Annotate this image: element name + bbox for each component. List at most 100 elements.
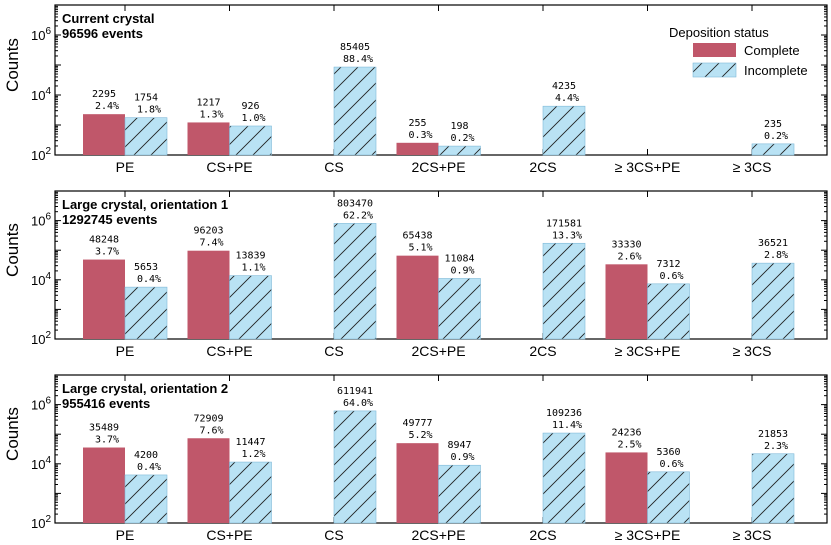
complete-bar — [396, 142, 439, 155]
category-label: 2CS — [529, 527, 556, 543]
incomplete-bar — [647, 471, 690, 524]
bar-count-label: 11084 — [444, 253, 474, 264]
complete-bar — [605, 452, 648, 523]
complete-bar — [83, 114, 125, 155]
bar-count-label: 1754 — [134, 93, 158, 104]
category-label: 2CS+PE — [411, 343, 465, 359]
bar-percent-label: 0.4% — [137, 274, 161, 285]
complete-bar — [396, 255, 439, 339]
category-label: ≥ 3CS+PE — [615, 527, 681, 543]
complete-bar — [605, 264, 648, 339]
bar-count-label: 5653 — [134, 262, 158, 273]
category-label: 2CS — [529, 343, 556, 359]
bar-percent-label: 0.2% — [450, 133, 474, 144]
complete-bar — [187, 438, 230, 523]
panel-2: 102 104 106 Counts Large crystal, orientatio… — [3, 190, 828, 359]
incomplete-bar — [647, 283, 690, 340]
incomplete-bar — [333, 410, 377, 524]
bar-percent-label: 7.4% — [199, 238, 223, 249]
y-tick-label: 104 — [31, 455, 51, 472]
y-axis-title: Counts — [3, 407, 22, 461]
incomplete-bar — [438, 464, 481, 524]
complete-bar — [187, 250, 230, 339]
panel-event-count: 1292745 events — [62, 212, 157, 227]
panel-event-count: 96596 events — [62, 26, 143, 41]
complete-bar — [187, 122, 230, 155]
incomplete-bar — [124, 474, 168, 524]
bar-count-label: 8947 — [447, 440, 471, 451]
bar-percent-label: 0.3% — [408, 130, 432, 141]
category-label: 2CS+PE — [411, 527, 465, 543]
y-tick-label: 106 — [31, 26, 51, 43]
category-label: 2CS+PE — [411, 159, 465, 175]
panel-title: Large crystal, orientation 2 — [62, 381, 228, 396]
incomplete-bar — [751, 262, 795, 340]
legend: Deposition status Complete Incomplete — [669, 25, 808, 78]
bar-count-label: 35489 — [89, 423, 119, 434]
complete-bar — [83, 259, 125, 339]
y-tick-label: 104 — [31, 86, 51, 103]
bar-percent-label: 1.8% — [137, 105, 161, 116]
bar-count-label: 1217 — [196, 97, 220, 108]
bar-count-label: 5360 — [656, 447, 680, 458]
bar-count-label: 72909 — [193, 413, 223, 424]
legend-title: Deposition status — [669, 25, 769, 40]
legend-swatch-incomplete — [692, 62, 737, 78]
bar-count-label: 48248 — [89, 235, 119, 246]
y-tick-label: 106 — [31, 396, 51, 413]
bar-percent-label: 7.6% — [199, 425, 223, 436]
panel-event-count: 955416 events — [62, 396, 150, 411]
bar-count-label: 96203 — [193, 226, 223, 237]
bar-count-label: 4200 — [134, 450, 158, 461]
incomplete-bar — [333, 66, 377, 156]
bar-count-label: 36521 — [758, 238, 788, 249]
bar-count-label: 198 — [450, 121, 468, 132]
bar-percent-label: 0.6% — [659, 459, 683, 470]
bar-count-label: 7312 — [656, 259, 680, 270]
bar-count-label: 235 — [764, 119, 782, 130]
bar-percent-label: 4.4% — [555, 93, 579, 104]
bar-percent-label: 2.3% — [764, 441, 788, 452]
bar-percent-label: 64.0% — [343, 398, 373, 409]
bar-percent-label: 62.2% — [343, 210, 373, 221]
bar-percent-label: 2.4% — [95, 101, 119, 112]
bar-count-label: 803470 — [337, 198, 373, 209]
category-label: ≥ 3CS — [733, 527, 772, 543]
y-tick-label: 106 — [31, 212, 51, 229]
bar-count-label: 21853 — [758, 429, 788, 440]
category-label: ≥ 3CS+PE — [615, 159, 681, 175]
bar-percent-label: 0.2% — [764, 131, 788, 142]
category-label: 2CS — [529, 159, 556, 175]
bar-count-label: 926 — [241, 101, 259, 112]
category-label: CS — [324, 343, 343, 359]
y-tick-label: 102 — [31, 330, 51, 347]
bar-count-label: 2295 — [92, 89, 116, 100]
bar-count-label: 255 — [408, 118, 426, 129]
category-label: PE — [116, 527, 135, 543]
bar-percent-label: 3.7% — [95, 247, 119, 258]
legend-label-incomplete: Incomplete — [744, 63, 808, 78]
complete-bar — [83, 447, 125, 523]
category-label: PE — [116, 159, 135, 175]
category-label: CS — [324, 527, 343, 543]
panel-title: Current crystal — [62, 11, 154, 26]
incomplete-bar — [438, 145, 481, 156]
legend-swatch-complete — [693, 43, 736, 57]
bar-count-label: 4235 — [552, 81, 576, 92]
bar-percent-label: 0.6% — [659, 271, 683, 282]
y-tick-label: 102 — [31, 146, 51, 163]
bar-count-label: 33330 — [611, 239, 641, 250]
bar-count-label: 49777 — [402, 418, 432, 429]
panel-title: Large crystal, orientation 1 — [62, 197, 228, 212]
category-label: CS+PE — [206, 159, 252, 175]
bar-percent-label: 2.5% — [617, 439, 641, 450]
bar-percent-label: 1.2% — [241, 449, 265, 460]
bar-count-label: 13839 — [235, 251, 265, 262]
bar-percent-label: 13.3% — [552, 230, 582, 241]
bar-percent-label: 88.4% — [343, 54, 373, 65]
legend-label-complete: Complete — [744, 43, 800, 58]
bar-percent-label: 0.9% — [450, 452, 474, 463]
incomplete-bar — [229, 275, 272, 340]
